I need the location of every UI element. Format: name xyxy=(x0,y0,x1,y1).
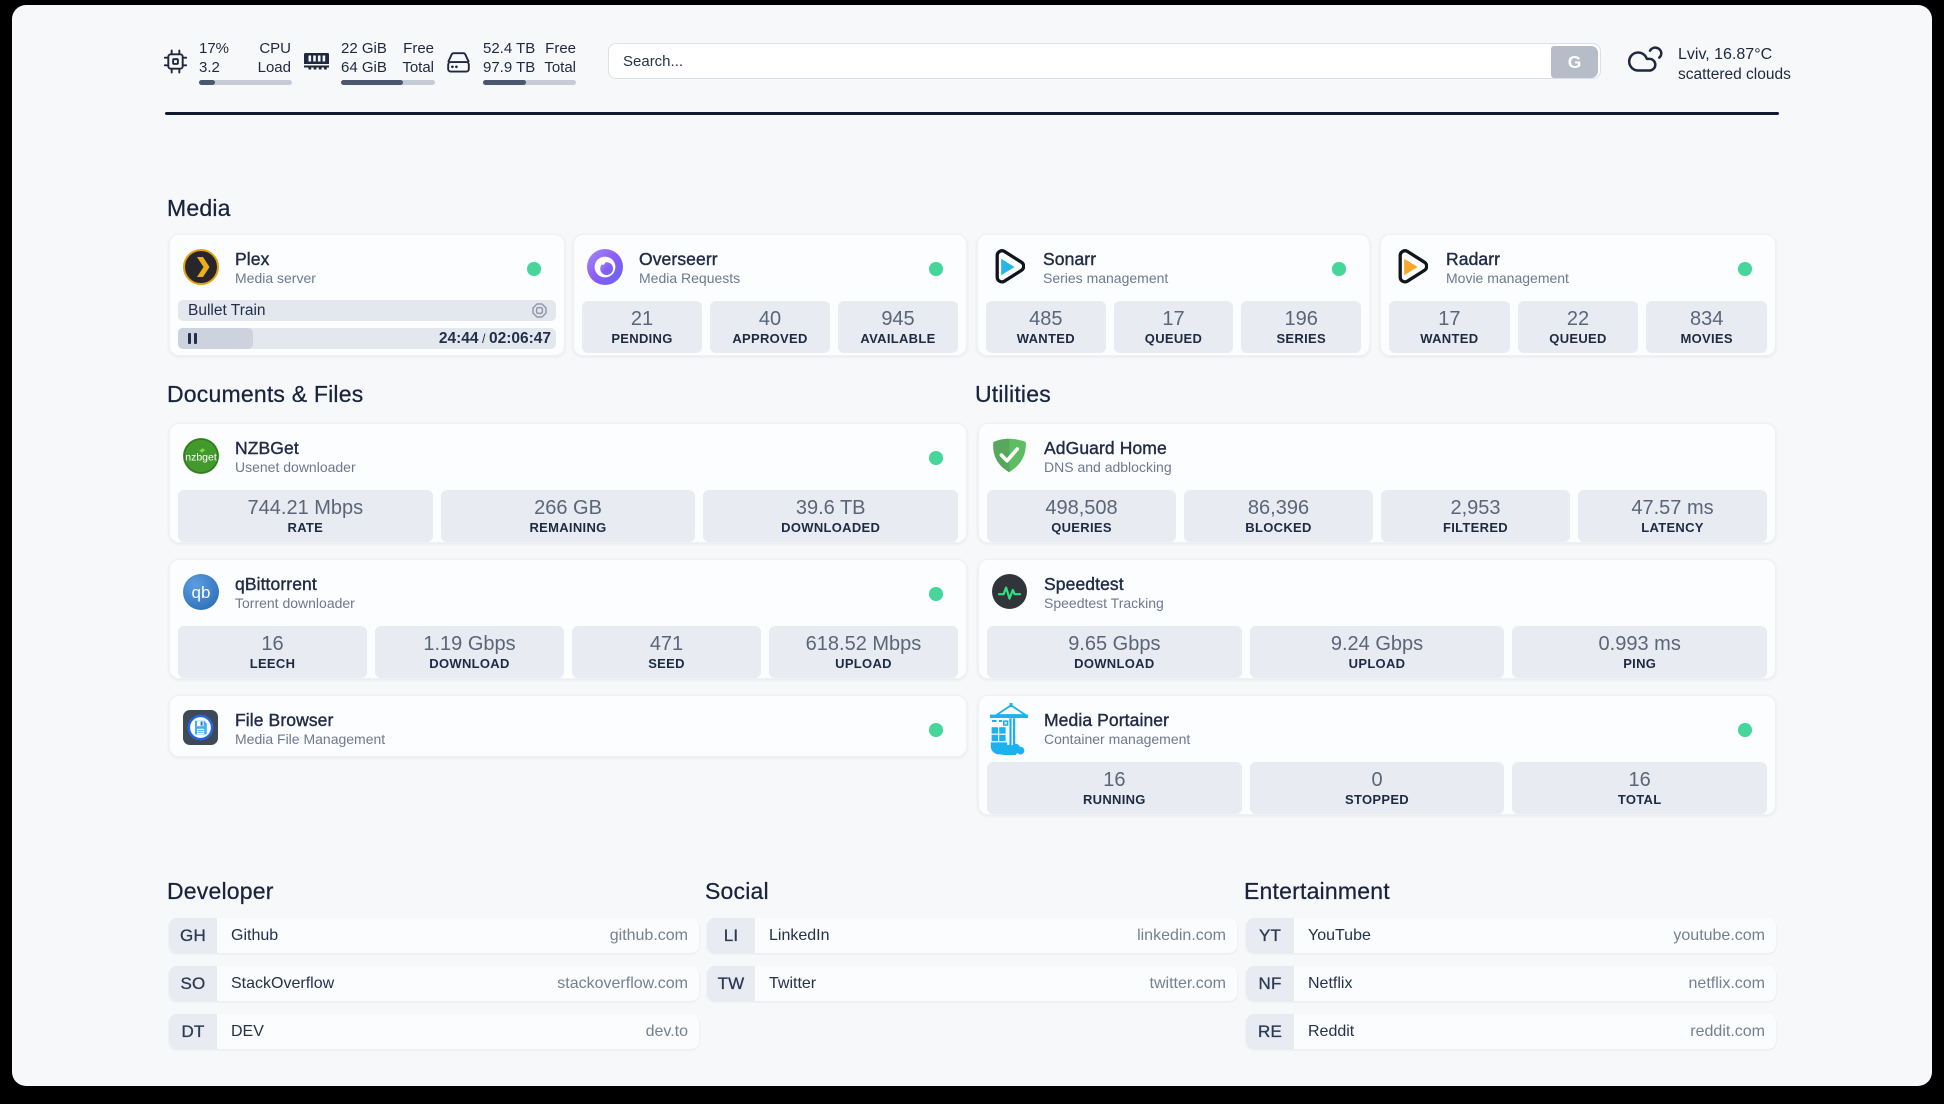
svg-text:qb: qb xyxy=(192,583,211,602)
svg-text:nzbget: nzbget xyxy=(185,452,217,464)
